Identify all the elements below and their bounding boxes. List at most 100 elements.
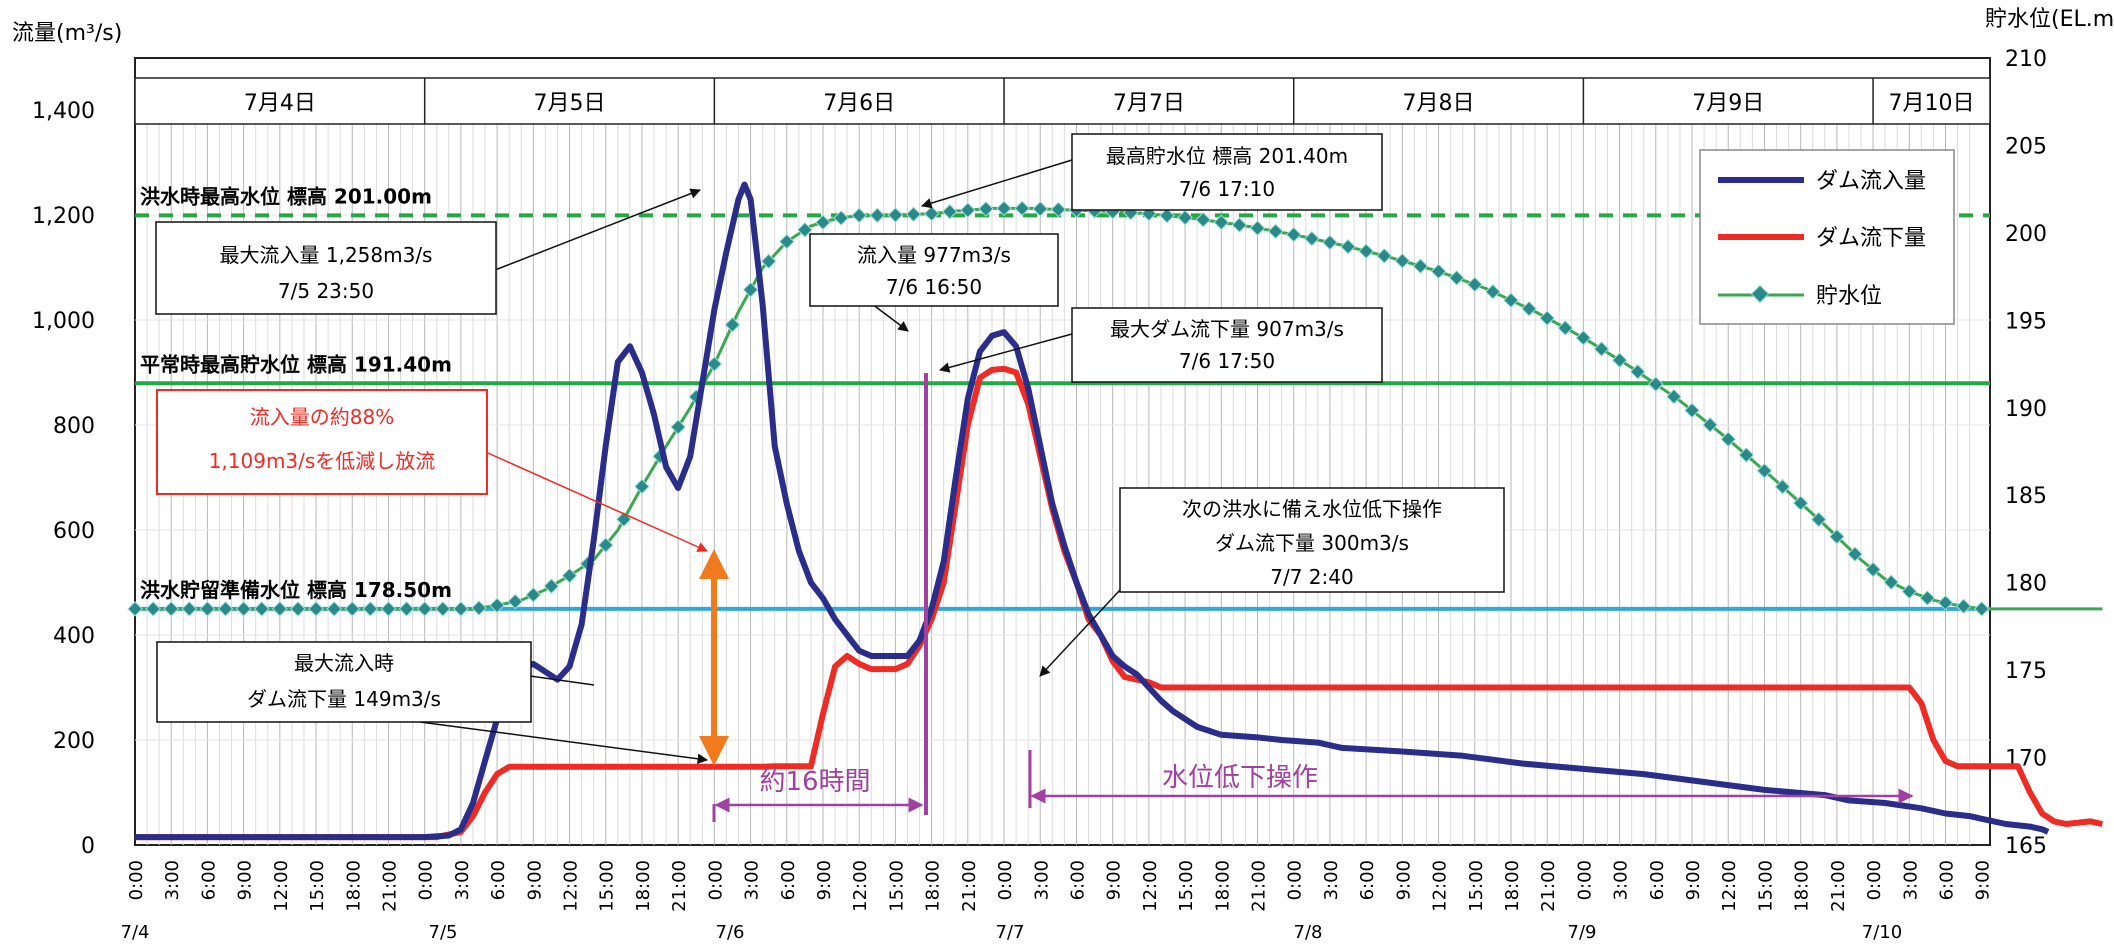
y-right-tick-label: 180 xyxy=(2005,572,2047,597)
storage-level-point xyxy=(471,600,487,616)
x-tick-label: 9:00 xyxy=(1104,860,1125,900)
annotation-drawdown: 次の洪水に備え水位低下操作 ダム流下量 300m3/s 7/7 2:40 xyxy=(1119,487,1505,593)
x-tick-label: 6:00 xyxy=(1937,860,1958,900)
y-left-tick-label: 200 xyxy=(53,729,95,754)
storage-level-point xyxy=(145,601,161,617)
x-tick-label: 21:00 xyxy=(1828,860,1849,912)
x-date-label: 7/10 xyxy=(1862,922,1902,943)
svg-text:流入量の約88%: 流入量の約88% xyxy=(250,405,394,429)
storage-level-point xyxy=(525,587,542,603)
x-tick-label: 12:00 xyxy=(1719,860,1740,912)
y-right-axis-title: 貯水位(EL.m) xyxy=(1985,7,2114,32)
storage-level-point xyxy=(435,601,451,617)
y-left-tick-label: 1,200 xyxy=(32,204,95,229)
storage-level-point xyxy=(1955,598,1972,615)
y-right-tick-label: 205 xyxy=(2005,134,2047,159)
storage-level-point xyxy=(1720,431,1737,448)
storage-level-point xyxy=(453,601,469,617)
storage-level-point xyxy=(1648,376,1664,392)
svg-text:最大ダム流下量 907m3/s: 最大ダム流下量 907m3/s xyxy=(1110,317,1344,341)
reference-line-label: 平常時最高貯水位 標高 191.40m xyxy=(140,352,452,376)
x-tick-label: 0:00 xyxy=(1285,860,1306,900)
svg-text:最高貯水位 標高 201.40m: 最高貯水位 標高 201.40m xyxy=(1106,144,1348,168)
storage-level-point xyxy=(1448,270,1465,286)
storage-level-point xyxy=(1159,207,1175,224)
x-date-label: 7/5 xyxy=(429,922,458,943)
x-axis: 0:00 3:00 6:00 9:00 12:00 15:00 18:00 21:00 0:00… xyxy=(121,860,1994,943)
storage-level-point xyxy=(1050,201,1067,218)
storage-level-point xyxy=(797,222,813,238)
storage-level-point xyxy=(127,601,143,617)
storage-level-point xyxy=(1249,220,1266,236)
storage-level-point xyxy=(996,200,1012,217)
storage-level-point xyxy=(670,419,686,435)
svg-text:1,109m3/sを低減し放流: 1,109m3/sを低減し放流 xyxy=(209,449,436,473)
storage-level-point xyxy=(1412,258,1429,274)
storage-level-point xyxy=(1702,417,1718,433)
x-tick-label: 3:00 xyxy=(1031,860,1052,900)
x-tick-label: 15:00 xyxy=(597,860,618,912)
storage-level-point xyxy=(923,205,940,222)
x-tick-label: 0:00 xyxy=(1864,860,1885,900)
dam-inflow-line xyxy=(135,181,2050,841)
storage-level-point xyxy=(1521,300,1537,317)
day-label: 7月5日 xyxy=(534,91,606,116)
day-header-band: 7月4日 7月5日 7月6日 7月7日 7月8日 7月9日 7月10日 xyxy=(134,77,1991,125)
storage-level-point xyxy=(272,601,288,617)
x-tick-label: 18:00 xyxy=(923,860,944,912)
x-tick-label: 3:00 xyxy=(742,860,763,900)
x-tick-label: 12:00 xyxy=(1430,860,1451,912)
svg-text:貯水位: 貯水位 xyxy=(1816,284,1882,309)
storage-level-point xyxy=(1883,574,1899,591)
storage-level-point xyxy=(1684,402,1700,419)
annotation-leaders xyxy=(419,159,1121,764)
x-tick-label: 15:00 xyxy=(1466,860,1487,912)
storage-level-point xyxy=(833,210,849,226)
storage-level-point xyxy=(742,281,759,298)
x-tick-label: 0:00 xyxy=(705,860,726,900)
storage-level-point xyxy=(344,601,361,617)
y-left-tick-label: 800 xyxy=(53,414,95,439)
x-tick-label: 18:00 xyxy=(633,860,654,912)
annotation-max-level: 最高貯水位 標高 201.40m 7/6 17:10 xyxy=(1071,133,1383,211)
svg-text:ダム流下量 300m3/s: ダム流下量 300m3/s xyxy=(1215,531,1409,555)
storage-level-point xyxy=(597,537,614,553)
x-tick-label: 0:00 xyxy=(416,860,437,900)
day-label: 7月4日 xyxy=(244,91,316,116)
storage-level-point xyxy=(398,601,415,617)
storage-level-point xyxy=(905,206,922,223)
storage-level-point xyxy=(1014,200,1030,217)
storage-level-point xyxy=(1774,478,1791,495)
y-right-tick-label: 165 xyxy=(2005,834,2047,859)
span-drawdown: 水位低下操作 xyxy=(1028,750,1914,808)
span-drawdown-label: 水位低下操作 xyxy=(1162,763,1318,793)
storage-level-point xyxy=(1231,217,1248,233)
svg-text:ダム流下量: ダム流下量 xyxy=(1816,226,1926,251)
x-tick-label: 18:00 xyxy=(1212,860,1233,912)
storage-level-point xyxy=(543,578,560,594)
x-tick-label: 18:00 xyxy=(1792,860,1813,912)
storage-level-point xyxy=(199,601,216,617)
storage-level-point xyxy=(1829,528,1845,545)
annotation-outflow-at-max-inflow: 最大流入時 ダム流下量 149m3/s xyxy=(156,641,532,723)
storage-level-point xyxy=(235,601,252,617)
storage-level-point xyxy=(1340,238,1356,255)
storage-level-point xyxy=(1503,292,1519,308)
svg-text:最大流入時: 最大流入時 xyxy=(294,651,394,675)
day-label: 7月10日 xyxy=(1889,91,1975,116)
storage-level-point xyxy=(1304,230,1320,247)
storage-level-point xyxy=(1901,583,1918,600)
x-tick-label: 15:00 xyxy=(1755,860,1776,912)
svg-text:7/5 23:50: 7/5 23:50 xyxy=(278,279,374,303)
y-left-axis-title: 流量(m³/s) xyxy=(12,21,122,46)
svg-text:7/6 17:10: 7/6 17:10 xyxy=(1179,177,1275,201)
storage-level-point xyxy=(507,593,523,610)
legend-item-level: 貯水位 xyxy=(1718,284,1882,309)
y-right-tick-label: 175 xyxy=(2005,659,2047,684)
x-tick-label: 12:00 xyxy=(271,860,292,912)
x-date-label: 7/7 xyxy=(996,922,1025,943)
x-date-label: 7/6 xyxy=(716,922,745,943)
storage-level-point xyxy=(163,601,179,617)
x-tick-label: 18:00 xyxy=(343,860,364,912)
